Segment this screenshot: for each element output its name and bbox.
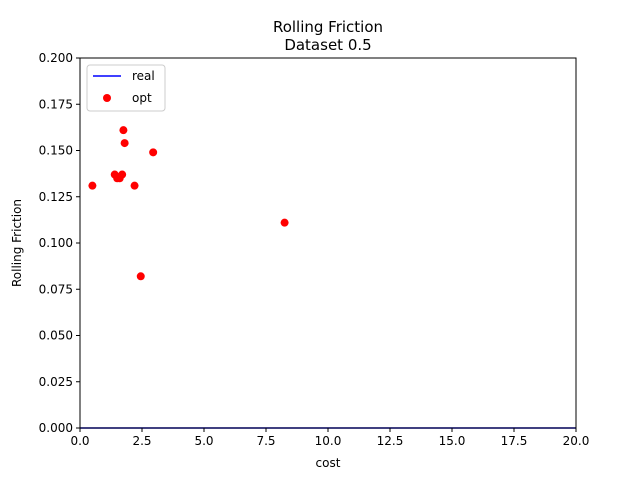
x-tick-label: 2.5 bbox=[132, 434, 151, 448]
chart-title-line-2: Dataset 0.5 bbox=[284, 36, 371, 54]
legend: real opt bbox=[86, 64, 166, 112]
series-opt-point bbox=[120, 139, 129, 148]
legend-real-label: real bbox=[132, 69, 155, 83]
legend-opt-label: opt bbox=[132, 91, 152, 105]
chart-title-line-1: Rolling Friction bbox=[273, 18, 383, 36]
x-tick-label: 12.5 bbox=[377, 434, 404, 448]
y-tick-label: 0.075 bbox=[39, 282, 73, 296]
series-opt-point bbox=[88, 181, 97, 190]
series-opt-point bbox=[136, 272, 145, 281]
x-tick-label: 20.0 bbox=[563, 434, 590, 448]
legend-opt-marker bbox=[103, 94, 111, 102]
x-tick-label: 5.0 bbox=[194, 434, 213, 448]
x-tick-label: 15.0 bbox=[439, 434, 466, 448]
x-axis-label: cost bbox=[316, 456, 341, 470]
x-tick-label: 10.0 bbox=[315, 434, 342, 448]
series-opt-point bbox=[130, 181, 139, 190]
y-tick-label: 0.000 bbox=[39, 421, 73, 435]
y-tick-label: 0.150 bbox=[39, 144, 73, 158]
y-axis-label: Rolling Friction bbox=[10, 199, 24, 287]
y-tick-label: 0.200 bbox=[39, 51, 73, 65]
y-tick-label: 0.100 bbox=[39, 236, 73, 250]
series-opt-point bbox=[280, 218, 289, 227]
y-tick-label: 0.175 bbox=[39, 97, 73, 111]
y-tick-label: 0.125 bbox=[39, 190, 73, 204]
y-tick-label: 0.025 bbox=[39, 375, 73, 389]
series-opt-point bbox=[119, 126, 128, 135]
x-tick-label: 0.0 bbox=[70, 434, 89, 448]
series-opt-point bbox=[118, 170, 127, 179]
x-tick-label: 17.5 bbox=[501, 434, 528, 448]
x-tick-label: 7.5 bbox=[256, 434, 275, 448]
series-opt-point bbox=[149, 148, 158, 157]
y-tick-label: 0.050 bbox=[39, 329, 73, 343]
